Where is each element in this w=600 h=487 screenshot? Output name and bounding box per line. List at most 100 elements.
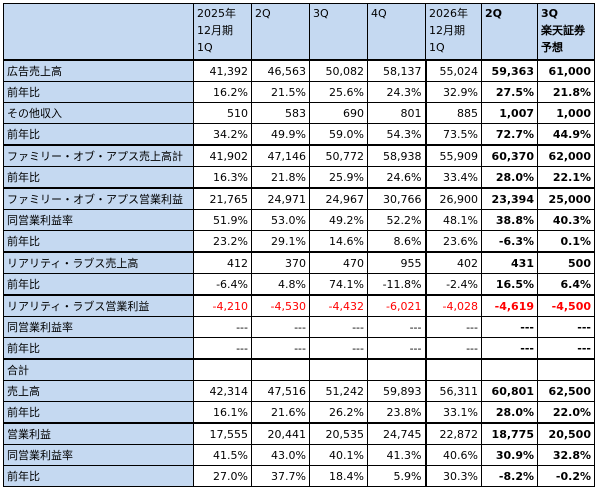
table-cell: --- — [367, 337, 426, 360]
table-cell: 583 — [251, 102, 310, 124]
table-row: 広告売上高 41,392 46,563 50,082 58,137 55,024 59,36… — [3, 59, 595, 82]
table-cell: 29.1% — [251, 230, 310, 253]
table-cell: 22.0% — [537, 401, 595, 424]
table-cell: 55,024 — [424, 59, 482, 82]
column-header: 2026年 12月期 1Q — [425, 3, 482, 61]
table-cell: 50,772 — [309, 144, 368, 167]
table-cell: 49.2% — [309, 209, 368, 231]
table-cell: -2.4% — [424, 273, 482, 296]
table-cell: 62,500 — [537, 380, 595, 402]
financial-table: 2025年 12月期 1Q 2Q 3Q 4Q 2026年 12月期 1Q 2Q 3Q 楽天証券 予想 広… — [3, 3, 595, 487]
table-row: 同営業利益率 --- --- --- --- --- --- --- — [3, 316, 595, 338]
table-cell: 53.0% — [251, 209, 310, 231]
table-cell: -4,432 — [309, 294, 368, 317]
table-cell: 59.0% — [309, 123, 368, 146]
table-cell: 38.8% — [481, 209, 538, 231]
table-cell: 61,000 — [537, 59, 595, 82]
header-corner-cell — [3, 3, 194, 61]
table-cell: 46,563 — [251, 59, 310, 82]
table-cell: 22,872 — [424, 422, 482, 445]
table-cell: 60,370 — [481, 144, 538, 167]
table-cell: 60,801 — [481, 380, 538, 402]
table-cell: 27.5% — [481, 81, 538, 103]
table-cell: 18.4% — [309, 465, 368, 487]
row-label: 前年比 — [3, 166, 194, 189]
table-cell: -4,619 — [481, 294, 538, 317]
table-cell: 28.0% — [481, 401, 538, 424]
row-label: ファミリー・オブ・アプス営業利益 — [3, 187, 194, 210]
table-cell — [537, 358, 595, 381]
table-cell: 40.3% — [537, 209, 595, 231]
table-cell: 51,242 — [309, 380, 368, 402]
table-cell: 30.9% — [481, 444, 538, 466]
table-cell: 24,967 — [309, 187, 368, 210]
row-label: リアリティ・ラブス営業利益 — [3, 294, 194, 317]
table-cell: 16.3% — [193, 166, 252, 189]
row-label: 同営業利益率 — [3, 209, 194, 231]
table-cell: 8.6% — [367, 230, 426, 253]
column-header: 3Q 楽天証券 予想 — [537, 3, 595, 61]
table-cell: --- — [424, 337, 482, 360]
table-cell: 510 — [193, 102, 252, 124]
column-header: 2025年 12月期 1Q — [193, 3, 252, 61]
table-cell: 23.8% — [367, 401, 426, 424]
table-cell: 17,555 — [193, 422, 252, 445]
table-cell — [309, 358, 368, 381]
table-cell: --- — [481, 337, 538, 360]
table-cell: -0.2% — [537, 465, 595, 487]
table-cell: --- — [537, 337, 595, 360]
table-row: 前年比 16.1% 21.6% 26.2% 23.8% 33.1% 28.0% 22.0% — [3, 401, 595, 424]
table-row: ファミリー・オブ・アプス売上高計 41,902 47,146 50,772 58,938… — [3, 144, 595, 167]
table-cell: 33.1% — [424, 401, 482, 424]
table-cell: 885 — [424, 102, 482, 124]
table-cell: 59,363 — [481, 59, 538, 82]
row-label: ファミリー・オブ・アプス売上高計 — [3, 144, 194, 167]
table-cell: 52.2% — [367, 209, 426, 231]
table-cell: 30.3% — [424, 465, 482, 487]
row-label: 前年比 — [3, 230, 194, 253]
table-cell: --- — [309, 316, 368, 338]
table-cell: --- — [309, 337, 368, 360]
table-cell: 40.6% — [424, 444, 482, 466]
table-cell: 6.4% — [537, 273, 595, 296]
table-cell: 26,900 — [424, 187, 482, 210]
table-cell: --- — [251, 337, 310, 360]
table-cell: 73.5% — [424, 123, 482, 146]
table-cell: 50,082 — [309, 59, 368, 82]
table-cell: 47,146 — [251, 144, 310, 167]
table-cell: -11.8% — [367, 273, 426, 296]
table-cell: 955 — [367, 251, 426, 274]
row-label: 合計 — [3, 358, 194, 381]
table-cell: 1,007 — [481, 102, 538, 124]
table-row: 合計 — [3, 358, 595, 381]
table-cell: --- — [424, 316, 482, 338]
table-cell: 74.1% — [309, 273, 368, 296]
table-cell: --- — [537, 316, 595, 338]
table-cell: 21,765 — [193, 187, 252, 210]
table-cell: --- — [481, 316, 538, 338]
table-cell: 28.0% — [481, 166, 538, 189]
table-row: リアリティ・ラブス営業利益 -4,210 -4,530 -4,432 -6,021 -4,… — [3, 294, 595, 317]
table-cell: 801 — [367, 102, 426, 124]
table-row: 同営業利益率 51.9% 53.0% 49.2% 52.2% 48.1% 38.8% 40.3… — [3, 209, 595, 231]
table-cell: 54.3% — [367, 123, 426, 146]
table-cell — [424, 358, 482, 381]
table-cell — [251, 358, 310, 381]
table-row: 前年比 16.2% 21.5% 25.6% 24.3% 32.9% 27.5% 21.8% — [3, 81, 595, 103]
row-label: 前年比 — [3, 401, 194, 424]
row-label: 売上高 — [3, 380, 194, 402]
table-cell — [193, 358, 252, 381]
table-row: 営業利益 17,555 20,441 20,535 24,745 22,872 18,775… — [3, 422, 595, 445]
table-cell: 41,392 — [193, 59, 252, 82]
table-cell: 20,441 — [251, 422, 310, 445]
table-cell: 47,516 — [251, 380, 310, 402]
table-cell: -4,500 — [537, 294, 595, 317]
table-cell: 1,000 — [537, 102, 595, 124]
table-cell: --- — [251, 316, 310, 338]
table-cell: -6.4% — [193, 273, 252, 296]
table-cell: 16.1% — [193, 401, 252, 424]
table-cell: -6,021 — [367, 294, 426, 317]
table-cell: 24,971 — [251, 187, 310, 210]
table-cell: 412 — [193, 251, 252, 274]
table-row: 前年比 --- --- --- --- --- --- --- — [3, 337, 595, 360]
